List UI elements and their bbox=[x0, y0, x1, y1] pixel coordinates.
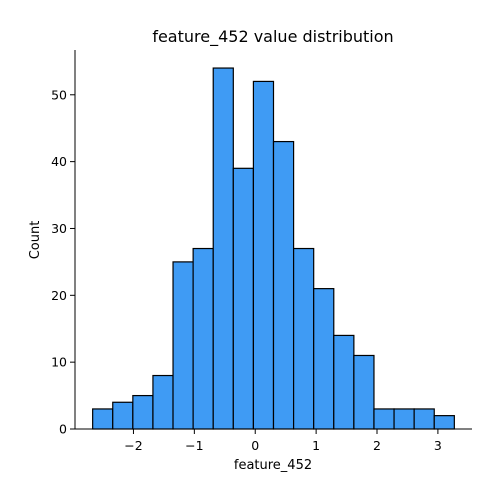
histogram-bar bbox=[232, 167, 255, 430]
x-axis-ticks: −2 −1 0 1 2 3 bbox=[124, 429, 442, 453]
x-tick-label: −2 bbox=[124, 438, 142, 453]
x-tick-label: 0 bbox=[251, 438, 259, 453]
histogram-bar bbox=[112, 401, 134, 430]
histogram-bar bbox=[92, 408, 114, 430]
y-axis-ticks: 0 10 20 30 40 50 bbox=[51, 87, 75, 437]
histogram-bar bbox=[333, 334, 355, 430]
y-tick-label: 50 bbox=[51, 87, 67, 102]
histogram-bar bbox=[212, 67, 234, 430]
x-tick-label: 3 bbox=[434, 438, 442, 453]
x-tick-label: −1 bbox=[185, 438, 203, 453]
histogram-bar bbox=[152, 374, 174, 430]
chart-title: feature_452 value distribution bbox=[152, 27, 393, 47]
y-tick-label: 30 bbox=[51, 221, 67, 236]
histogram-bar bbox=[272, 140, 295, 430]
histogram-bar bbox=[433, 415, 455, 430]
histogram-bar bbox=[132, 394, 154, 430]
histogram-bar bbox=[252, 80, 275, 430]
y-tick-label: 0 bbox=[59, 422, 67, 437]
histogram-bar bbox=[313, 288, 335, 430]
histogram-bar bbox=[393, 408, 415, 430]
histogram-bar bbox=[413, 408, 435, 430]
histogram-bar bbox=[373, 408, 395, 430]
histogram-bar bbox=[172, 261, 194, 430]
y-tick-label: 20 bbox=[51, 288, 67, 303]
y-tick-label: 10 bbox=[51, 355, 67, 370]
bars-group bbox=[92, 67, 455, 430]
x-axis-label: feature_452 bbox=[234, 458, 312, 473]
histogram-bar bbox=[192, 247, 214, 430]
histogram-bar bbox=[353, 354, 375, 430]
y-tick-label: 40 bbox=[51, 154, 67, 169]
x-tick-label: 1 bbox=[312, 438, 320, 453]
histogram-bar bbox=[292, 247, 315, 430]
x-tick-label: 2 bbox=[373, 438, 381, 453]
y-axis-label: Count bbox=[28, 221, 43, 260]
